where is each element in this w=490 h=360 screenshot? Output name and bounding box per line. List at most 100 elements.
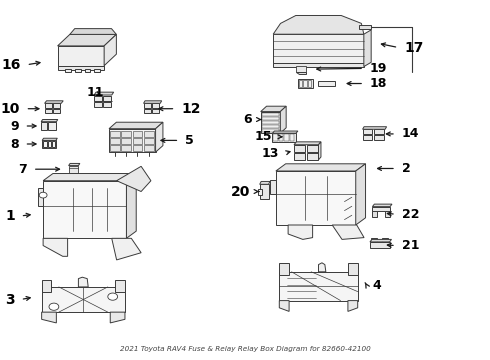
Polygon shape (318, 263, 326, 272)
Polygon shape (270, 180, 276, 194)
Bar (132, 138, 143, 144)
Bar (308, 80, 311, 87)
Bar (122, 138, 131, 144)
Polygon shape (69, 163, 80, 166)
Bar (85, 69, 91, 72)
Bar (307, 153, 318, 160)
Bar (262, 113, 279, 116)
Bar (144, 138, 154, 144)
Text: 13: 13 (262, 147, 279, 159)
Polygon shape (94, 92, 114, 95)
Text: 10: 10 (0, 102, 20, 116)
Bar (144, 131, 154, 136)
Bar (258, 189, 262, 195)
Polygon shape (279, 272, 358, 301)
Polygon shape (276, 171, 356, 225)
Polygon shape (279, 301, 289, 311)
Bar (103, 102, 111, 107)
Polygon shape (272, 131, 298, 133)
Bar (109, 129, 156, 152)
Polygon shape (280, 106, 286, 133)
Bar (272, 133, 296, 142)
Polygon shape (42, 287, 125, 312)
Circle shape (108, 293, 118, 300)
Text: 5: 5 (185, 134, 194, 147)
Polygon shape (41, 120, 58, 122)
Text: 11: 11 (87, 86, 104, 99)
Polygon shape (78, 277, 88, 287)
Polygon shape (372, 204, 392, 207)
Bar (260, 184, 269, 199)
Polygon shape (104, 34, 117, 66)
Polygon shape (43, 238, 68, 256)
Bar (294, 145, 305, 152)
Polygon shape (156, 122, 163, 152)
Bar (52, 141, 55, 147)
Bar (262, 125, 279, 128)
Bar (41, 122, 47, 130)
Bar (94, 102, 102, 107)
Polygon shape (279, 263, 289, 275)
Polygon shape (348, 301, 358, 311)
Polygon shape (372, 211, 377, 217)
Polygon shape (359, 25, 371, 29)
Bar (303, 80, 307, 87)
Text: 22: 22 (402, 208, 419, 221)
Text: 21: 21 (402, 239, 419, 252)
Bar (273, 134, 278, 141)
Bar (110, 138, 120, 144)
Text: 7: 7 (18, 163, 27, 176)
Polygon shape (273, 63, 364, 67)
Bar (262, 121, 279, 124)
Bar (132, 145, 143, 151)
Bar (144, 103, 151, 108)
Text: 15: 15 (254, 130, 272, 143)
Polygon shape (43, 181, 126, 238)
Bar (261, 112, 280, 133)
Bar (298, 79, 313, 88)
Bar (42, 140, 56, 148)
Bar (370, 242, 390, 248)
Polygon shape (70, 29, 117, 34)
Polygon shape (42, 138, 57, 140)
Polygon shape (296, 72, 306, 74)
Bar (69, 166, 78, 174)
Bar (122, 145, 131, 151)
Polygon shape (348, 263, 358, 275)
Text: 20: 20 (230, 185, 250, 198)
Bar (53, 109, 60, 113)
Bar (144, 109, 151, 113)
Bar (262, 129, 279, 132)
Bar (94, 69, 100, 72)
Polygon shape (288, 225, 313, 239)
Text: 18: 18 (370, 77, 387, 90)
Bar (53, 103, 60, 108)
Bar (262, 117, 279, 120)
Bar (103, 96, 111, 101)
Text: 14: 14 (402, 127, 419, 140)
Bar (152, 103, 159, 108)
Bar (284, 134, 289, 141)
Polygon shape (273, 15, 364, 34)
Bar (122, 131, 131, 136)
Polygon shape (372, 207, 390, 211)
Bar (45, 103, 52, 108)
Bar (48, 141, 51, 147)
Text: 3: 3 (5, 293, 15, 306)
Bar (43, 141, 47, 147)
Text: 16: 16 (1, 58, 21, 72)
Polygon shape (38, 188, 43, 206)
Polygon shape (363, 127, 387, 129)
Bar (48, 122, 56, 130)
Text: 4: 4 (372, 279, 381, 292)
Polygon shape (260, 181, 270, 184)
Text: 1: 1 (5, 209, 15, 223)
Polygon shape (332, 225, 364, 239)
Text: 2: 2 (402, 162, 411, 175)
Text: 17: 17 (404, 41, 424, 54)
Bar (110, 145, 120, 151)
Text: 9: 9 (10, 120, 19, 132)
Polygon shape (112, 238, 141, 260)
Bar (318, 81, 335, 86)
Bar (279, 134, 283, 141)
